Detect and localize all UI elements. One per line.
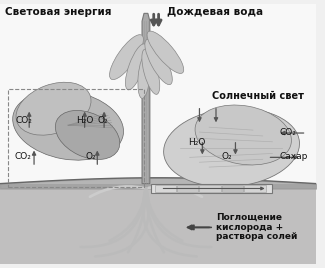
Ellipse shape xyxy=(195,105,292,165)
Bar xyxy=(155,185,176,192)
Ellipse shape xyxy=(13,90,124,160)
Text: раствора солей: раствора солей xyxy=(216,232,297,241)
Text: Световая энергия: Световая энергия xyxy=(5,6,111,17)
Bar xyxy=(177,185,199,192)
Bar xyxy=(200,185,221,192)
Bar xyxy=(151,184,272,193)
Bar xyxy=(0,184,316,264)
Text: H₂O: H₂O xyxy=(188,138,205,147)
Ellipse shape xyxy=(142,49,160,94)
Bar xyxy=(8,89,144,187)
Text: Сахар: Сахар xyxy=(279,152,307,162)
Text: CO₂: CO₂ xyxy=(16,117,32,125)
Bar xyxy=(0,4,316,184)
Ellipse shape xyxy=(16,82,91,135)
Polygon shape xyxy=(142,13,150,184)
Ellipse shape xyxy=(125,44,147,90)
Text: O₂: O₂ xyxy=(97,117,108,125)
Ellipse shape xyxy=(55,110,120,159)
Text: Поглощение: Поглощение xyxy=(216,213,282,222)
Text: кислорода +: кислорода + xyxy=(216,222,283,232)
Text: CO₂: CO₂ xyxy=(15,151,32,161)
Text: O₂: O₂ xyxy=(85,151,96,161)
Text: H₂O: H₂O xyxy=(76,117,93,125)
Bar xyxy=(222,185,243,192)
Ellipse shape xyxy=(110,35,143,80)
Ellipse shape xyxy=(145,39,172,85)
Ellipse shape xyxy=(163,108,300,187)
Text: O₂: O₂ xyxy=(222,151,232,161)
Text: CO₂: CO₂ xyxy=(279,128,296,137)
Ellipse shape xyxy=(138,55,150,98)
Bar xyxy=(244,185,266,192)
Ellipse shape xyxy=(147,31,184,73)
Text: Дождевая вода: Дождевая вода xyxy=(167,6,264,17)
Text: Солнечный свет: Солнечный свет xyxy=(212,91,304,101)
